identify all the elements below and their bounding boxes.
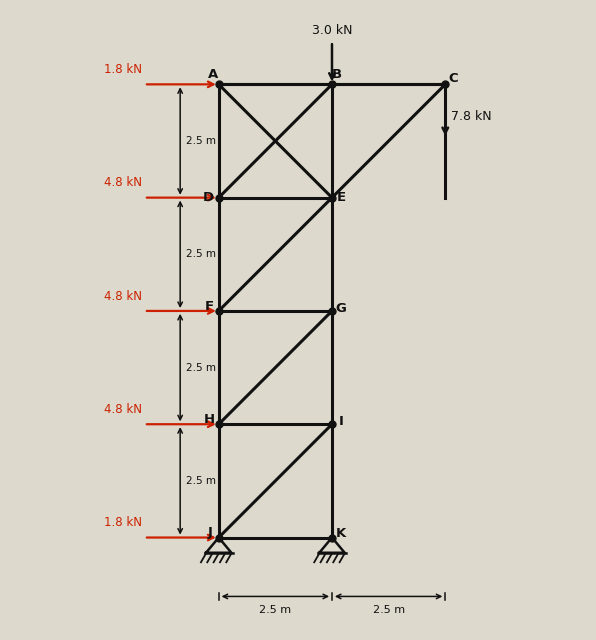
Text: G: G: [336, 302, 346, 315]
Text: 2.5 m: 2.5 m: [185, 136, 216, 146]
Text: I: I: [339, 415, 343, 428]
Text: D: D: [203, 191, 215, 204]
Text: 2.5 m: 2.5 m: [259, 605, 291, 614]
Text: 2.5 m: 2.5 m: [372, 605, 405, 614]
Text: B: B: [331, 68, 342, 81]
Text: K: K: [336, 527, 346, 540]
Text: 3.0 kN: 3.0 kN: [312, 24, 352, 36]
Text: 1.8 kN: 1.8 kN: [104, 516, 142, 529]
Text: F: F: [205, 300, 214, 313]
Text: 2.5 m: 2.5 m: [185, 476, 216, 486]
Text: 2.5 m: 2.5 m: [185, 363, 216, 372]
Text: H: H: [204, 413, 215, 426]
Text: C: C: [449, 72, 458, 85]
Text: E: E: [337, 191, 346, 204]
Text: 2.5 m: 2.5 m: [185, 250, 216, 259]
Text: 4.8 kN: 4.8 kN: [104, 177, 142, 189]
Text: J: J: [207, 527, 212, 540]
Text: A: A: [207, 68, 218, 81]
Text: 4.8 kN: 4.8 kN: [104, 290, 142, 303]
Text: 1.8 kN: 1.8 kN: [104, 63, 142, 76]
Text: 7.8 kN: 7.8 kN: [451, 109, 491, 123]
Text: 4.8 kN: 4.8 kN: [104, 403, 142, 416]
